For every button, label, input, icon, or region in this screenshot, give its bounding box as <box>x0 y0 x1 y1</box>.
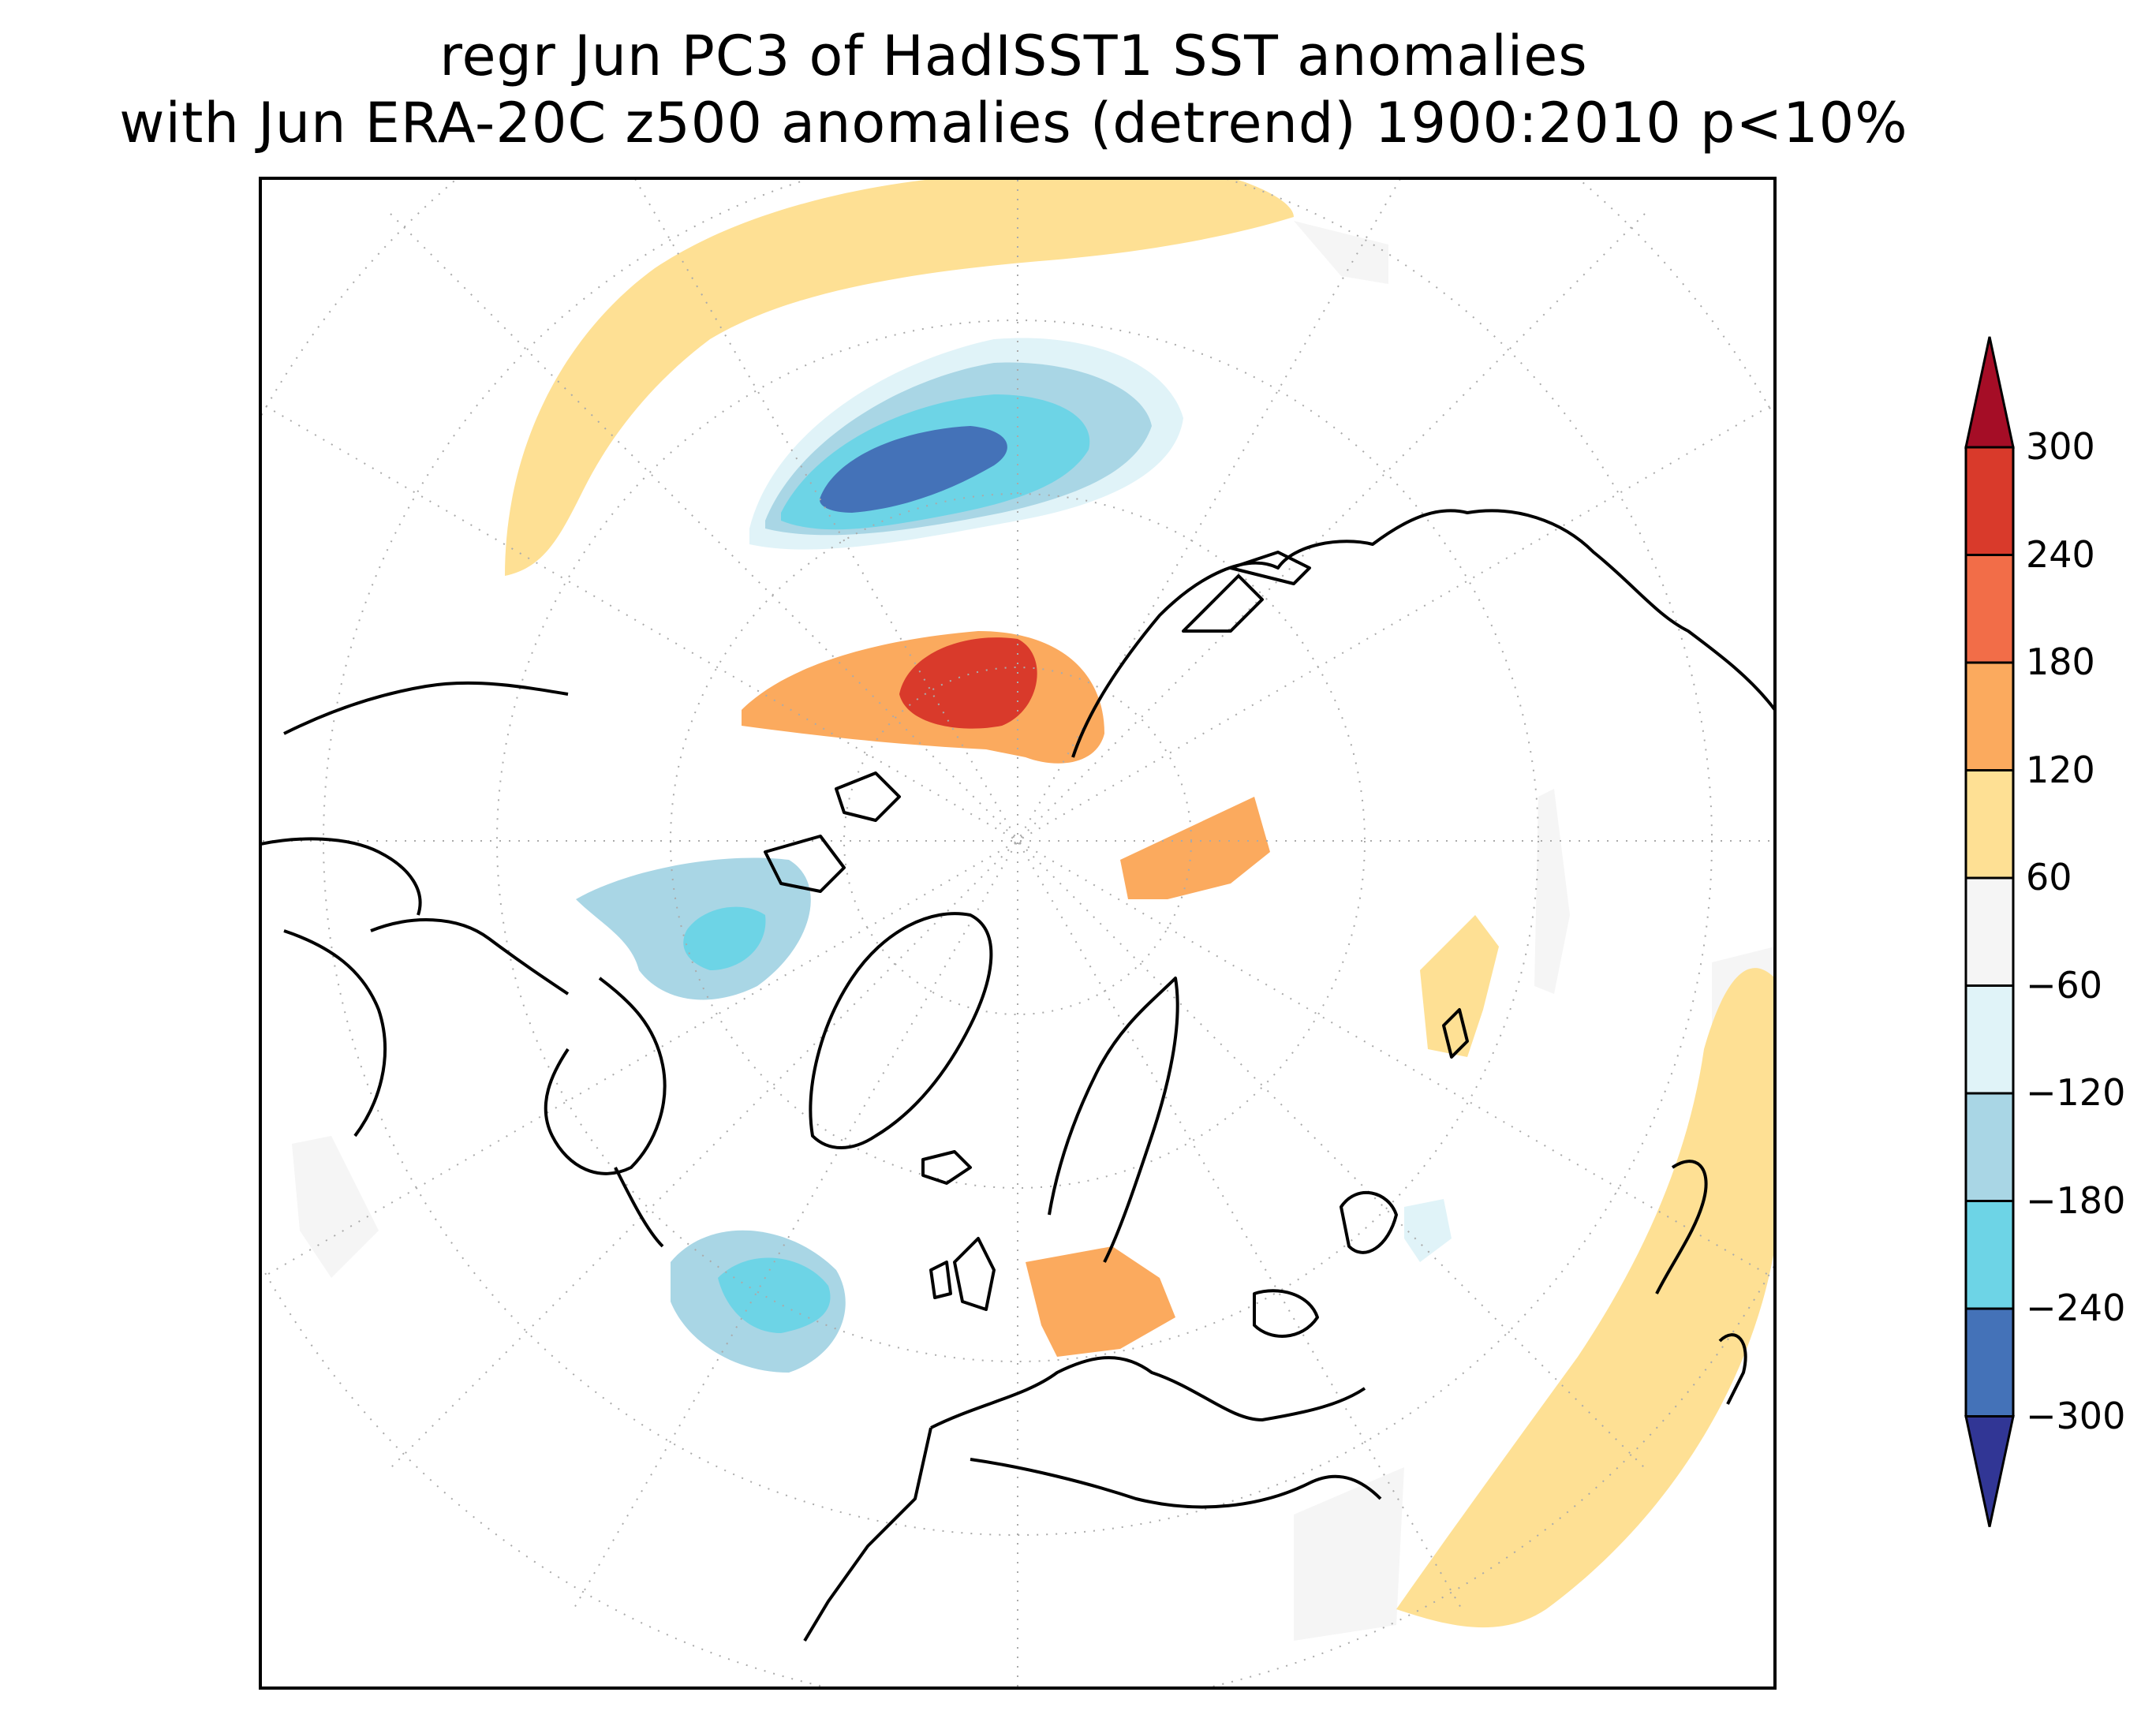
coast-labrador <box>614 1167 664 1248</box>
coast-iceland <box>921 1150 972 1185</box>
colorbar-tick-label: −240 <box>2026 1287 2126 1329</box>
colorbar-tick-label: 120 <box>2026 748 2095 791</box>
negative-anomaly-shading <box>576 338 1452 1373</box>
colorbar-under-triangle <box>1964 1415 2015 1527</box>
map-frame <box>259 177 1777 1690</box>
coast-severnaya <box>1229 551 1311 585</box>
colorbar-boxes <box>1964 336 2015 1527</box>
colorbar-tick-label: 180 <box>2026 641 2095 683</box>
coast-ellesmere <box>835 771 901 822</box>
map-body <box>260 178 1775 1688</box>
coast-ireland <box>929 1261 952 1299</box>
coast-japan <box>1718 1333 1747 1405</box>
graticule <box>260 178 1775 1688</box>
map-title-line-1: regr Jun PC3 of HadISST1 SST anomalies <box>439 24 1588 88</box>
colorbar-tick-label: 300 <box>2026 425 2095 468</box>
positive-band-north-pacific <box>1396 968 1775 1628</box>
negative-core-atlantic <box>820 426 1007 513</box>
coastlines <box>260 509 1775 1642</box>
coast-baffin <box>764 835 846 893</box>
positive-anomaly-shading <box>505 178 1775 1628</box>
colorbar-tick-label: −120 <box>2026 1071 2126 1114</box>
strong-positive-core <box>899 637 1037 729</box>
coast-baikal <box>1442 1008 1469 1059</box>
neutral-patch-pacific-east <box>292 1136 379 1278</box>
colorbar-box <box>1964 1307 2015 1418</box>
coast-novaya-zemlya <box>1182 574 1264 633</box>
hemisphere-disc <box>260 178 1775 1688</box>
colorbar-box <box>1964 554 2015 664</box>
coast-scandinavia <box>1048 977 1179 1263</box>
colorbar-tick-label: −60 <box>2026 963 2103 1007</box>
coast-caspian <box>1340 1191 1398 1254</box>
map-title-line-2: with Jun ERA-20C z500 anomalies (detrend… <box>119 91 1908 155</box>
coast-siberia <box>1071 509 1775 758</box>
negative-patch-tibet <box>1404 1199 1452 1262</box>
neutral-patch-north <box>1294 221 1388 284</box>
colorbar-box <box>1964 661 2015 771</box>
coast-west-africa <box>803 1427 932 1642</box>
coast-canada-west <box>370 918 570 995</box>
coast-kamchatka <box>1655 1160 1708 1294</box>
positive-patch-central-asia <box>1420 915 1499 1057</box>
colorbar-box <box>1964 769 2015 880</box>
coast-mediterranean-north <box>930 1356 1366 1429</box>
colorbar-tick-label: −300 <box>2026 1394 2126 1437</box>
positive-patch-west-siberia <box>1120 797 1270 899</box>
colorbar-tick-label: 60 <box>2026 856 2072 898</box>
colorbar-tick-label: 240 <box>2026 532 2095 576</box>
coast-hudson-bay <box>544 977 667 1175</box>
coast-north-america-west <box>283 929 387 1137</box>
coast-black-sea <box>1253 1289 1319 1338</box>
colorbar-over-triangle <box>1964 336 2015 449</box>
colorbar-box <box>1964 1200 2015 1310</box>
neutral-patch-africa <box>1294 1467 1404 1641</box>
positive-patch-europe <box>1026 1246 1175 1357</box>
coast-great-britain <box>953 1237 996 1311</box>
neutral-patch-asia <box>1534 789 1570 994</box>
colorbar-box <box>1964 984 2015 1095</box>
colorbar-box <box>1964 876 2015 987</box>
positive-band-north-atlantic <box>505 178 1294 576</box>
coast-chukotka <box>283 681 569 735</box>
colorbar-box <box>1964 446 2015 556</box>
negative-core-canada <box>683 906 766 970</box>
coast-north-africa <box>970 1458 1382 1509</box>
negative-core-pacific-east <box>718 1257 831 1333</box>
colorbar-box <box>1964 1092 2015 1202</box>
coast-alaska <box>260 837 422 916</box>
coast-greenland <box>809 912 993 1149</box>
colorbar-tick-label: −180 <box>2026 1179 2126 1222</box>
